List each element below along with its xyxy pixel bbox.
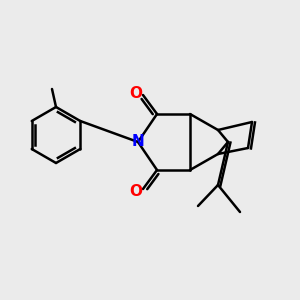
Text: N: N — [132, 134, 144, 149]
Text: O: O — [130, 85, 142, 100]
Text: O: O — [130, 184, 142, 199]
